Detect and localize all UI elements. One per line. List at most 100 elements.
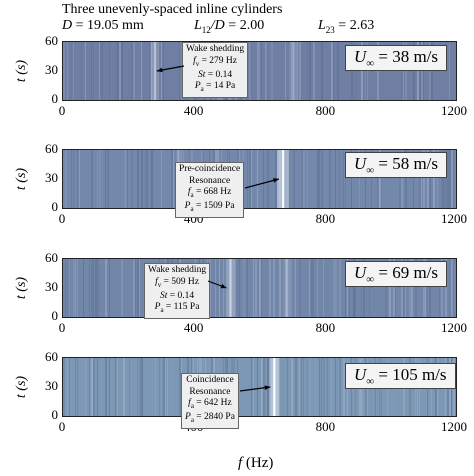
noise-streak bbox=[135, 259, 136, 317]
annotation-symbol: f bbox=[155, 276, 158, 287]
noise-streak bbox=[91, 259, 93, 317]
y-tick-label: 30 bbox=[45, 378, 58, 393]
l23-sub: 23 bbox=[325, 24, 335, 35]
noise-streak bbox=[351, 150, 352, 208]
annotation-value: = 14 Pa bbox=[203, 81, 236, 92]
velocity-value: = 58 m/s bbox=[374, 154, 439, 173]
noise-streak bbox=[275, 150, 277, 208]
noise-streak bbox=[311, 259, 313, 317]
noise-streak bbox=[321, 42, 323, 100]
noise-streak bbox=[429, 259, 431, 317]
noise-streak bbox=[269, 259, 271, 317]
annotation-symbol: P bbox=[185, 412, 191, 423]
noise-streak bbox=[251, 150, 252, 208]
noise-streak bbox=[97, 259, 99, 317]
noise-streak bbox=[109, 42, 110, 100]
noise-streak bbox=[439, 259, 440, 317]
annotation-line: fa = 668 Hz bbox=[179, 187, 240, 201]
noise-streak bbox=[419, 150, 421, 208]
noise-streak bbox=[85, 358, 86, 416]
annotation-line: Pa = 1509 Pa bbox=[179, 201, 240, 215]
noise-streak bbox=[179, 358, 181, 416]
velocity-label: U∞ = 105 m/s bbox=[345, 363, 456, 390]
noise-streak bbox=[449, 259, 450, 317]
x-tick-label: 1200 bbox=[441, 419, 467, 434]
noise-streak bbox=[371, 150, 372, 208]
noise-streak bbox=[171, 358, 172, 416]
noise-streak bbox=[363, 259, 365, 317]
noise-streak bbox=[343, 358, 345, 416]
annotation-subscript: v bbox=[157, 280, 162, 289]
annotation-value: = 668 Hz bbox=[193, 187, 232, 197]
noise-streak bbox=[73, 150, 74, 208]
noise-streak bbox=[335, 259, 337, 317]
noise-streak bbox=[115, 358, 116, 416]
noise-streak bbox=[215, 259, 216, 317]
velocity-subscript: ∞ bbox=[366, 164, 375, 177]
noise-streak bbox=[291, 259, 292, 317]
noise-streak bbox=[117, 42, 119, 100]
l12-value: = 2.00 bbox=[224, 18, 265, 33]
noise-streak bbox=[109, 358, 110, 416]
noise-streak bbox=[447, 150, 449, 208]
noise-streak bbox=[99, 42, 100, 100]
noise-streak bbox=[219, 259, 220, 317]
noise-streak bbox=[403, 259, 404, 317]
x-tick-label: 800 bbox=[315, 211, 336, 226]
annotation-line: St = 0.14 bbox=[186, 70, 244, 82]
noise-streak bbox=[131, 150, 133, 208]
noise-streak bbox=[361, 259, 362, 317]
noise-streak bbox=[359, 150, 360, 208]
noise-streak bbox=[303, 150, 305, 208]
noise-streak bbox=[451, 259, 453, 317]
annotation-subscript: a bbox=[200, 85, 204, 94]
noise-streak bbox=[287, 358, 288, 416]
noise-streak bbox=[401, 150, 403, 208]
noise-streak bbox=[73, 42, 74, 100]
noise-streak bbox=[313, 42, 315, 100]
noise-streak bbox=[105, 150, 106, 208]
velocity-label: U∞ = 38 m/s bbox=[345, 45, 448, 72]
noise-streak bbox=[75, 358, 76, 416]
noise-streak bbox=[369, 259, 370, 317]
noise-streak bbox=[85, 42, 86, 100]
noise-streak bbox=[299, 42, 301, 100]
y-axis-label: t (s) bbox=[14, 276, 29, 300]
noise-streak bbox=[127, 150, 128, 208]
noise-streak bbox=[167, 358, 168, 416]
noise-streak bbox=[89, 358, 90, 416]
noise-streak bbox=[353, 259, 355, 317]
figure-header-l12: L12/D = 2.00 bbox=[194, 18, 264, 35]
noise-streak bbox=[141, 150, 143, 208]
annotation-line: fv = 279 Hz bbox=[186, 56, 244, 70]
noise-streak bbox=[65, 150, 67, 208]
noise-streak bbox=[401, 259, 403, 317]
noise-streak bbox=[159, 358, 160, 416]
annotation-value: = 642 Hz bbox=[193, 398, 232, 408]
annotation-line: Pre-coincidence bbox=[179, 164, 241, 174]
annotation-subscript: a bbox=[190, 416, 194, 425]
velocity-value: = 105 m/s bbox=[374, 365, 447, 384]
y-tick-label: 60 bbox=[45, 349, 58, 364]
annotation-value: = 1509 Pa bbox=[193, 201, 235, 212]
noise-streak bbox=[377, 150, 378, 208]
noise-streak bbox=[141, 42, 142, 100]
y-tick-label: 30 bbox=[45, 279, 58, 294]
noise-streak bbox=[71, 150, 72, 208]
noise-streak bbox=[149, 42, 151, 100]
annotation-box: Wake shedding fv = 509 Hz St = 0.14 Pa = 11… bbox=[144, 263, 211, 319]
noise-streak bbox=[257, 150, 258, 208]
noise-streak bbox=[89, 259, 90, 317]
x-axis-label-unit: (Hz) bbox=[242, 455, 274, 471]
noise-streak bbox=[365, 150, 366, 208]
y-axis-label: t (s) bbox=[14, 375, 29, 399]
noise-streak bbox=[307, 42, 308, 100]
noise-streak bbox=[237, 259, 238, 317]
noise-streak bbox=[285, 42, 286, 100]
noise-streak bbox=[139, 358, 141, 416]
noise-streak bbox=[267, 150, 269, 208]
noise-streak bbox=[137, 150, 139, 208]
noise-streak bbox=[385, 259, 387, 317]
y-tick-label: 0 bbox=[51, 308, 59, 323]
x-tick-label: 1200 bbox=[441, 103, 467, 118]
